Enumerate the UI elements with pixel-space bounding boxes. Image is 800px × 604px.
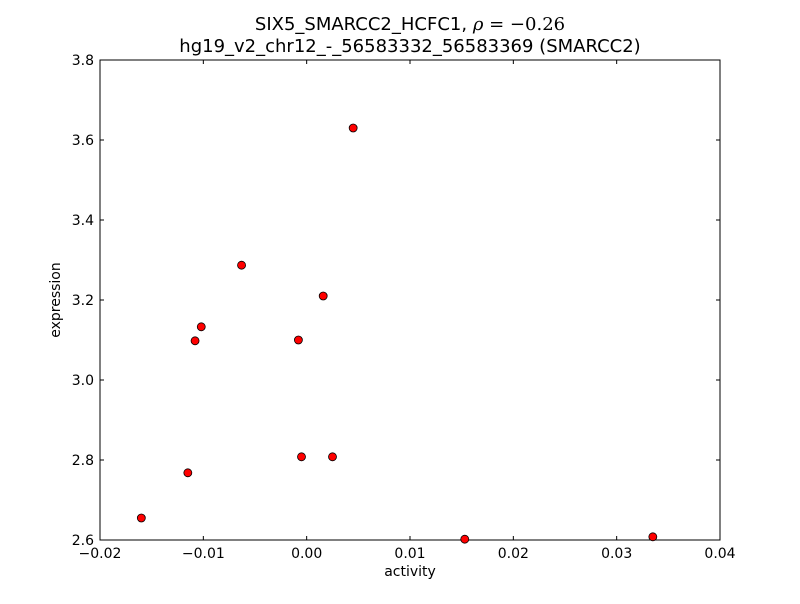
x-tick-label: 0.04: [704, 546, 735, 562]
x-tick-label: −0.01: [182, 546, 225, 562]
data-point: [648, 532, 658, 542]
title-text: SIX5_SMARCC2_HCFC1,: [255, 14, 473, 35]
y-tick-label: 3.6: [72, 133, 94, 149]
y-tick-label: 3.8: [72, 53, 94, 69]
chart-title-line1: SIX5_SMARCC2_HCFC1, ρ = −0.26: [255, 14, 565, 35]
x-tick-label: 0.03: [601, 546, 632, 562]
y-tick-label: 2.8: [72, 453, 94, 469]
data-point: [348, 123, 358, 133]
data-point: [190, 336, 200, 346]
x-axis-label: activity: [384, 564, 436, 580]
y-tick-label: 3.4: [72, 213, 94, 229]
data-point: [328, 452, 337, 462]
y-tick-label: 3.0: [72, 373, 94, 389]
y-tick-label: 2.6: [72, 533, 94, 549]
data-point: [196, 322, 206, 332]
x-tick-label: 0.01: [394, 546, 425, 562]
chart-title-line2: hg19_v2_chr12_-_56583332_56583369 (SMARC…: [179, 36, 640, 57]
data-point: [237, 260, 246, 270]
data-point: [183, 468, 193, 478]
x-tick-label: −0.02: [79, 546, 122, 562]
y-tick-label: 3.2: [72, 293, 94, 309]
plot-area: −0.02 −0.01 0.00 0.01 0.02 0.03 0.04 2.6 2.8 3.0 3…: [72, 53, 736, 562]
axes-frame: [99, 59, 721, 541]
x-tick-label: 0.02: [498, 546, 529, 562]
data-point: [297, 452, 306, 462]
title-value: = −0.26: [483, 14, 565, 35]
data-point: [136, 513, 146, 523]
y-axis-label: expression: [48, 262, 64, 338]
data-point: [318, 291, 328, 301]
title-rho: ρ: [472, 14, 484, 35]
data-point: [460, 534, 470, 544]
data-point: [293, 335, 303, 345]
x-tick-label: 0.00: [291, 546, 322, 562]
